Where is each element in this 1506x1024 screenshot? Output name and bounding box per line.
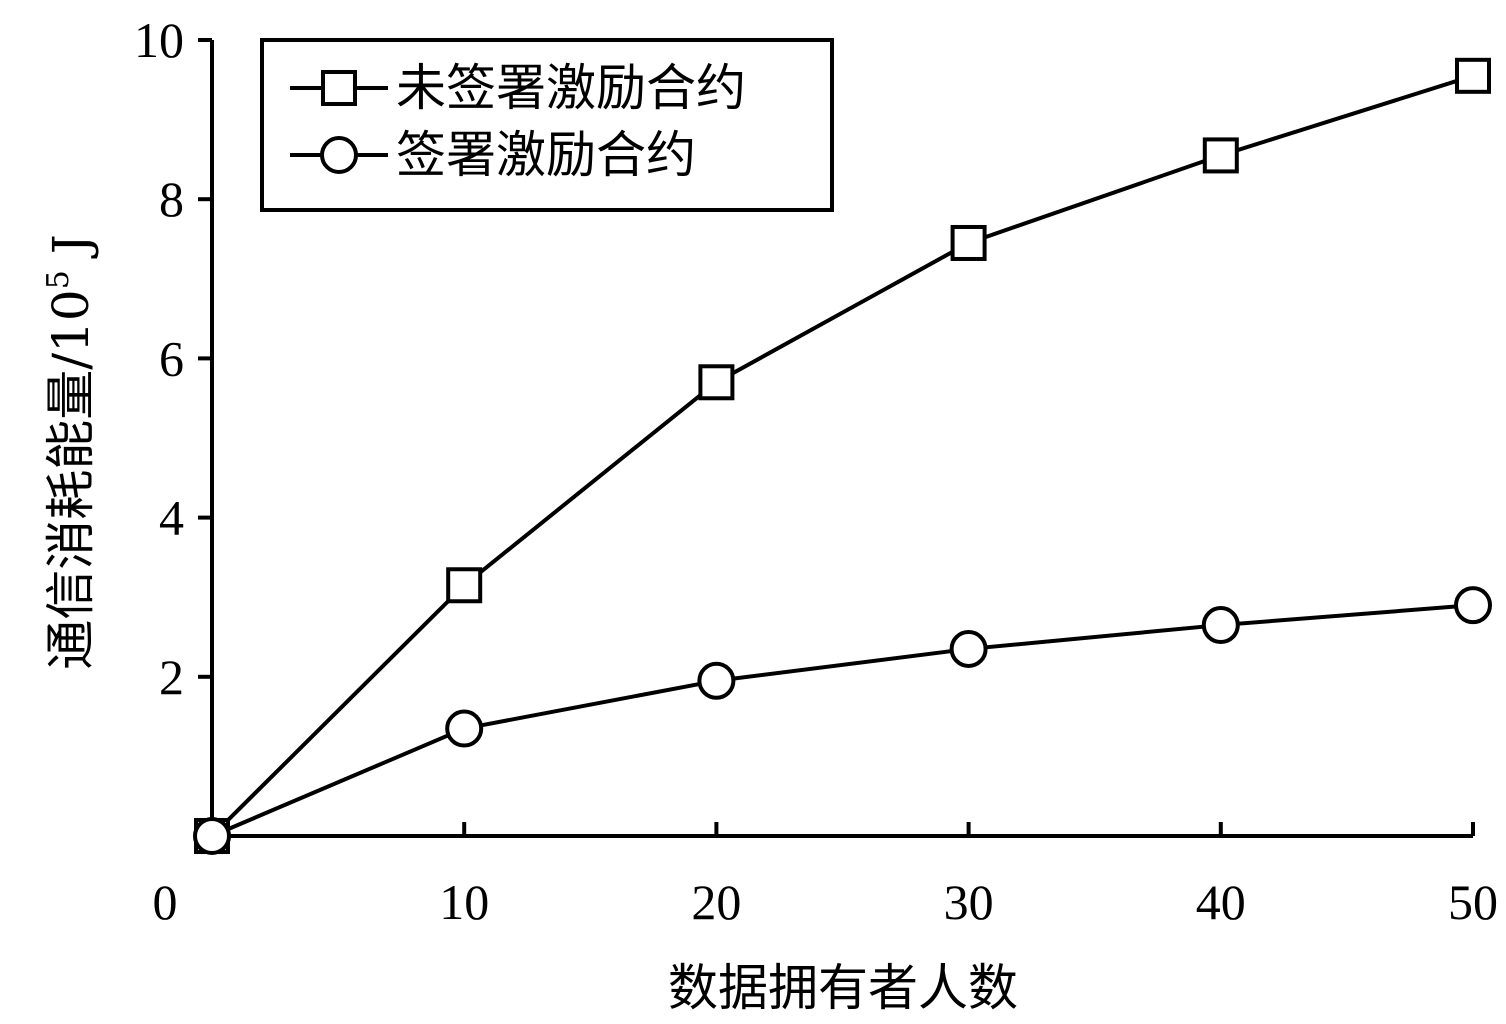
x-tick-label: 40 <box>1196 874 1246 930</box>
y-tick-label: 4 <box>159 490 184 546</box>
legend-circle-marker <box>320 136 358 174</box>
y-axis-title-superscript: 5 <box>41 270 76 289</box>
data-point-square <box>446 567 483 604</box>
y-tick-label: 2 <box>159 649 184 705</box>
x-axis-title: 数据拥有者人数 <box>668 959 1018 1017</box>
data-point-circle <box>1201 606 1240 645</box>
series-line-1 <box>210 73 1474 838</box>
ticks: 2 4 6 8 10 0 10 20 30 40 50 <box>134 12 1498 930</box>
y-tick-label: 8 <box>159 171 184 227</box>
data-point-circle <box>697 661 736 700</box>
x-tick-label: 10 <box>439 874 489 930</box>
data-point-square <box>1455 57 1491 94</box>
x-tick-label: 20 <box>691 874 741 930</box>
y-axis-title-main: 通信消耗能量/10 <box>42 289 100 669</box>
data-point-square <box>950 224 987 261</box>
legend: 未签署激励合约 签署激励合约 <box>260 38 834 212</box>
legend-label-2: 签署激励合约 <box>396 126 696 184</box>
legend-entry-2: 签署激励合约 <box>290 126 696 184</box>
data-point-circle <box>1454 586 1492 625</box>
axes <box>210 40 1473 838</box>
y-tick-label: 6 <box>159 330 184 386</box>
series <box>193 57 1492 855</box>
x-tick-label: 30 <box>944 874 994 930</box>
legend-square-marker <box>321 70 357 106</box>
data-point-square <box>698 364 735 401</box>
x-tick-label: 0 <box>153 874 178 930</box>
data-point-circle <box>193 817 231 855</box>
legend-label-1: 未签署激励合约 <box>396 59 746 117</box>
legend-entry-1: 未签署激励合约 <box>290 59 746 117</box>
data-point-square <box>1202 137 1239 174</box>
y-axis-title: 通信消耗能量/105 J <box>41 234 100 670</box>
data-point-circle <box>949 629 988 668</box>
legend-box <box>260 38 834 212</box>
y-axis-title-unit: J <box>42 234 100 270</box>
data-point-circle <box>445 709 484 748</box>
x-tick-label: 50 <box>1448 874 1498 930</box>
y-tick-label: 10 <box>134 12 184 68</box>
series-line-2 <box>211 603 1474 838</box>
